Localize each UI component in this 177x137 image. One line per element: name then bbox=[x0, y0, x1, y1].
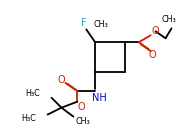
Text: CH₃: CH₃ bbox=[76, 117, 91, 126]
Text: NH: NH bbox=[92, 93, 107, 103]
Text: O: O bbox=[58, 75, 65, 85]
Text: H₃C: H₃C bbox=[21, 114, 36, 123]
Text: CH₃: CH₃ bbox=[94, 20, 109, 29]
Text: O: O bbox=[149, 50, 156, 60]
Text: CH₃: CH₃ bbox=[161, 15, 176, 24]
Text: O: O bbox=[152, 26, 159, 36]
Text: H₃C: H₃C bbox=[25, 89, 40, 98]
Text: O: O bbox=[78, 102, 85, 112]
Text: F: F bbox=[81, 18, 87, 28]
